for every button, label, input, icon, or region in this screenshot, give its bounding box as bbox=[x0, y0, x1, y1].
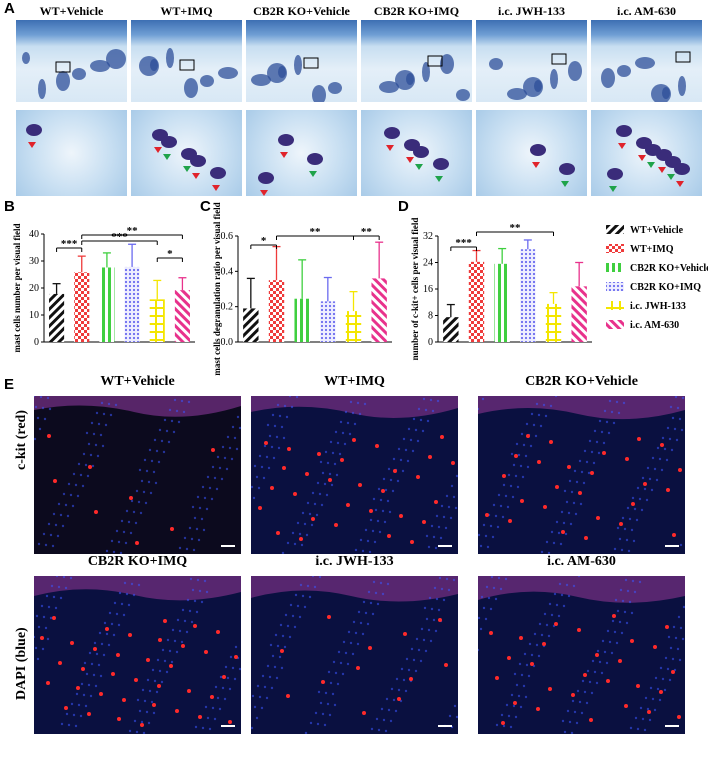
panel-a-label-1: WT+IMQ bbox=[160, 4, 213, 18]
ytick-label-D-2: 16 bbox=[423, 284, 433, 295]
overview-micrograph-3 bbox=[361, 20, 472, 102]
ytick-label-B-1: 10 bbox=[29, 310, 39, 321]
bar-D-3 bbox=[520, 249, 536, 342]
bar-B-5 bbox=[174, 290, 190, 342]
legend-label-1: WT+IMQ bbox=[630, 244, 674, 255]
bar-C-0 bbox=[243, 308, 259, 342]
ylabel-D: number of c-kit+ cells per visual field bbox=[410, 218, 420, 361]
sig-label-C-1: ** bbox=[310, 226, 322, 238]
ytick-label-D-1: 8 bbox=[428, 311, 433, 322]
side-label-dapi: DAPI (blue) bbox=[14, 627, 29, 700]
panel-a-label-0: WT+Vehicle bbox=[39, 4, 104, 18]
bar-C-3 bbox=[320, 301, 336, 342]
sig-label-C-0: * bbox=[261, 235, 267, 247]
panel-letter-c: C bbox=[200, 198, 211, 215]
sig-label-D-0: *** bbox=[455, 237, 472, 249]
fluo-title-4: i.c. JWH-133 bbox=[315, 554, 394, 569]
ytick-label-B-4: 40 bbox=[29, 229, 39, 240]
sig-label-B-0: *** bbox=[61, 238, 78, 250]
ytick-label-C-1: 0.2 bbox=[221, 302, 234, 313]
ytick-label-C-0: 0.0 bbox=[221, 337, 234, 348]
panel-letter-b: B bbox=[4, 198, 15, 215]
side-label-ckit: c-kit (red) bbox=[14, 410, 29, 470]
sig-label-C-2: ** bbox=[361, 226, 373, 238]
ytick-label-B-0: 0 bbox=[34, 337, 39, 348]
legend-label-3: CB2R KO+IMQ bbox=[630, 282, 701, 293]
fluo-title-5: i.c. AM-630 bbox=[547, 554, 616, 569]
ytick-label-B-3: 30 bbox=[29, 256, 39, 267]
bar-B-1 bbox=[74, 272, 90, 342]
legend-label-4: i.c. JWH-133 bbox=[630, 301, 686, 312]
bar-B-4 bbox=[149, 299, 165, 342]
zoom-micrograph-1 bbox=[131, 110, 242, 196]
zoom-micrograph-3 bbox=[361, 110, 472, 196]
zoom-micrograph-0 bbox=[16, 110, 127, 196]
ytick-label-D-4: 32 bbox=[423, 231, 433, 242]
ytick-label-D-0: 0 bbox=[428, 337, 433, 348]
legend-swatch-0 bbox=[606, 225, 624, 234]
legend-swatch-1 bbox=[606, 244, 624, 253]
fluo-image-5 bbox=[478, 576, 685, 734]
ylabel-B: mast cells number per visual field bbox=[12, 224, 22, 353]
fluo-title-3: CB2R KO+IMQ bbox=[87, 554, 188, 569]
legend-label-5: i.c. AM-630 bbox=[630, 320, 679, 331]
bar-C-1 bbox=[268, 280, 285, 342]
bar-C-5 bbox=[371, 278, 387, 342]
legend-label-2: CB2R KO+Vehicle bbox=[630, 263, 708, 274]
bar-B-2 bbox=[99, 267, 115, 342]
panel-a-label-3: CB2R KO+IMQ bbox=[373, 4, 460, 18]
bar-D-4 bbox=[545, 303, 562, 342]
sig-label-B-3: * bbox=[167, 248, 173, 260]
zoom-micrograph-4 bbox=[476, 110, 587, 196]
zoom-micrograph-5 bbox=[591, 110, 702, 196]
panel-letter-e: E bbox=[4, 376, 15, 393]
overview-micrograph-0 bbox=[16, 20, 127, 102]
overview-micrograph-4 bbox=[476, 20, 587, 102]
fluo-title-1: WT+IMQ bbox=[324, 374, 385, 389]
ytick-label-C-3: 0.6 bbox=[221, 231, 234, 242]
legend-label-0: WT+Vehicle bbox=[630, 225, 684, 236]
bar-C-2 bbox=[294, 298, 310, 342]
panel-a-label-4: i.c. JWH-133 bbox=[498, 4, 565, 18]
legend-swatch-3 bbox=[606, 282, 624, 291]
sig-label-B-1: *** bbox=[111, 231, 128, 243]
charts-svg: 0 10 20 30 40 mast cells number per visual fi… bbox=[12, 202, 708, 375]
panel-letter-d: D bbox=[398, 198, 409, 215]
panel-a-label-2: CB2R KO+Vehicle bbox=[253, 4, 350, 18]
bar-D-0 bbox=[443, 317, 459, 342]
panel-a-label-5: i.c. AM-630 bbox=[617, 4, 676, 18]
overview-micrograph-5 bbox=[591, 20, 702, 102]
fluo-title-2: CB2R KO+Vehicle bbox=[525, 374, 638, 389]
zoom-micrograph-2 bbox=[246, 110, 357, 196]
fluo-image-4 bbox=[251, 576, 458, 734]
ytick-label-D-3: 24 bbox=[423, 258, 433, 269]
sig-label-D-1: ** bbox=[510, 222, 522, 234]
bar-D-5 bbox=[571, 286, 587, 342]
sig-label-B-2: ** bbox=[127, 225, 139, 237]
bar-D-1 bbox=[468, 261, 485, 342]
fluo-image-1 bbox=[251, 396, 458, 554]
legend-swatch-4 bbox=[606, 301, 624, 310]
fluo-image-3 bbox=[34, 576, 241, 734]
legend-swatch-5 bbox=[606, 320, 624, 329]
fluo-image-2 bbox=[478, 396, 685, 554]
ylabel-C: mast cells degranulation ratio per visua… bbox=[212, 202, 222, 375]
bar-B-3 bbox=[124, 266, 140, 342]
panel-letter-a: A bbox=[4, 0, 15, 17]
fluo-image-0 bbox=[34, 396, 241, 554]
bar-D-2 bbox=[494, 263, 510, 342]
legend-swatch-2 bbox=[606, 263, 624, 272]
ytick-label-C-2: 0.4 bbox=[221, 266, 234, 277]
fluo-title-0: WT+Vehicle bbox=[100, 374, 175, 389]
ytick-label-B-2: 20 bbox=[29, 283, 39, 294]
bar-B-0 bbox=[49, 293, 65, 342]
bar-C-4 bbox=[345, 311, 362, 342]
overview-micrograph-1 bbox=[131, 20, 242, 102]
overview-micrograph-2 bbox=[246, 20, 357, 102]
